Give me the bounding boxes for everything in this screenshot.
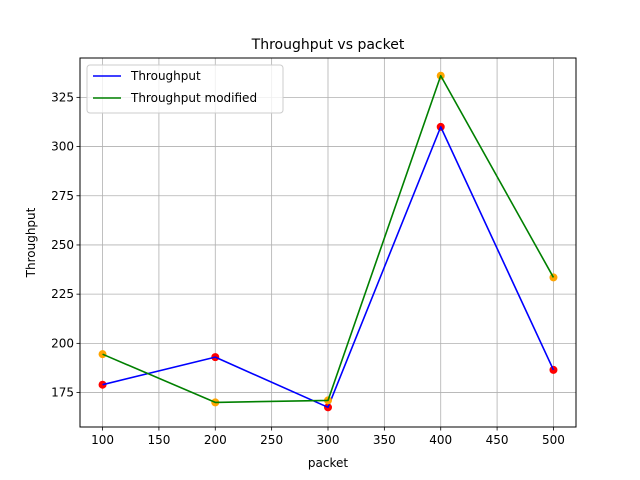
- x-axis-label: packet: [308, 456, 348, 470]
- y-tick-label: 275: [51, 189, 74, 203]
- x-tick-label: 150: [147, 433, 170, 447]
- legend: Throughput Throughput modified: [86, 64, 284, 114]
- grid: [80, 58, 576, 427]
- chart-title: Throughput vs packet: [251, 37, 405, 53]
- y-tick-label: 225: [51, 287, 74, 301]
- series-line: [102, 74, 555, 404]
- series-layer: [98, 71, 558, 412]
- x-tick-label: 350: [373, 433, 396, 447]
- legend-label: Throughput: [130, 69, 201, 83]
- x-tick-label: 400: [429, 433, 452, 447]
- x-tick-label: 300: [317, 433, 340, 447]
- x-tick-label: 100: [91, 433, 114, 447]
- y-tick-label: 325: [51, 90, 74, 104]
- legend-box: [86, 64, 284, 114]
- x-tick-label: 200: [204, 433, 227, 447]
- series-0: [98, 122, 558, 412]
- y-axis-label: Throughput: [24, 207, 38, 278]
- y-tick-label: 250: [51, 238, 74, 252]
- y-tick-label: 175: [51, 386, 74, 400]
- series-line: [102, 126, 555, 409]
- series-1: [98, 71, 558, 407]
- y-tick-label: 200: [51, 336, 74, 350]
- axis-ticks: 100 150 200 250 300 350 400 450 500 175 200 225 250 2…: [51, 90, 565, 447]
- x-tick-label: 250: [260, 433, 283, 447]
- x-tick-label: 500: [542, 433, 565, 447]
- y-tick-label: 300: [51, 140, 74, 154]
- x-tick-label: 450: [486, 433, 509, 447]
- legend-label: Throughput modified: [130, 91, 257, 105]
